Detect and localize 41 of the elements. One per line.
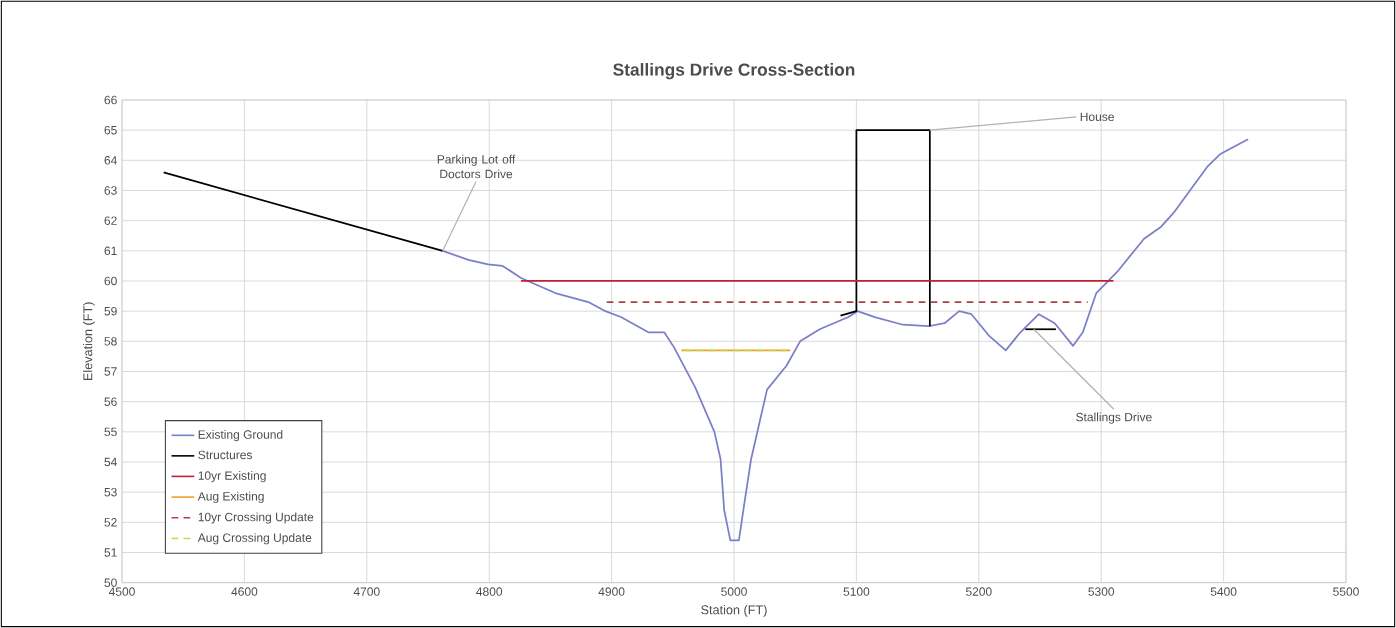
y-tick-label: 59 bbox=[104, 306, 117, 316]
x-tick-label: 4500 bbox=[108, 587, 135, 596]
chart-title: Stallings Drive Cross-Section bbox=[613, 63, 855, 80]
y-tick-label: 57 bbox=[104, 367, 117, 376]
x-axis-title: Station (FT) bbox=[701, 605, 767, 617]
x-tick-label: 5300 bbox=[1088, 587, 1115, 596]
line-series bbox=[839, 129, 931, 328]
x-tick-label: 4600 bbox=[231, 587, 258, 596]
y-tick-label: 63 bbox=[104, 186, 117, 195]
x-tick-label: 5200 bbox=[965, 587, 992, 596]
y-tick-label: 65 bbox=[104, 125, 117, 135]
x-tick-label: 4800 bbox=[476, 587, 503, 596]
legend-label: Aug Crossing Update bbox=[197, 533, 312, 545]
y-tick-label: 64 bbox=[104, 156, 117, 165]
legend-label: Aug Existing bbox=[197, 491, 264, 503]
y-tick-label: 58 bbox=[104, 337, 117, 346]
y-tick-label: 61 bbox=[104, 246, 117, 256]
x-tick-label: 4700 bbox=[353, 587, 380, 596]
y-tick-label: 56 bbox=[104, 397, 117, 406]
y-tick-label: 52 bbox=[104, 518, 117, 527]
legend-label: 10yr Existing bbox=[198, 471, 266, 483]
annotation: Parking Lot off Doctors Drive bbox=[437, 154, 516, 179]
y-tick-label: 51 bbox=[104, 548, 117, 557]
legend-label: Existing Ground bbox=[198, 429, 283, 442]
x-tick-label: 5100 bbox=[843, 587, 870, 596]
x-tick-label: 4900 bbox=[598, 587, 625, 596]
annotation: House bbox=[1080, 112, 1114, 122]
y-tick-label: 53 bbox=[104, 487, 117, 497]
annotation: Stallings Drive bbox=[1076, 412, 1152, 424]
y-tick-label: 62 bbox=[104, 216, 117, 225]
y-tick-label: 50 bbox=[104, 578, 117, 587]
y-tick-label: 55 bbox=[104, 427, 117, 437]
x-tick-label: 5000 bbox=[721, 587, 747, 596]
legend-label: Structures bbox=[198, 450, 252, 460]
y-tick-label: 60 bbox=[104, 276, 117, 286]
x-tick-label: 5400 bbox=[1210, 587, 1237, 596]
y-tick-label: 54 bbox=[104, 457, 117, 467]
legend-label: 10yr Crossing Update bbox=[198, 512, 314, 524]
y-tick-label: 66 bbox=[104, 95, 117, 105]
x-tick-label: 5500 bbox=[1333, 587, 1359, 596]
y-axis-title: Elevation (FT) bbox=[83, 302, 95, 381]
